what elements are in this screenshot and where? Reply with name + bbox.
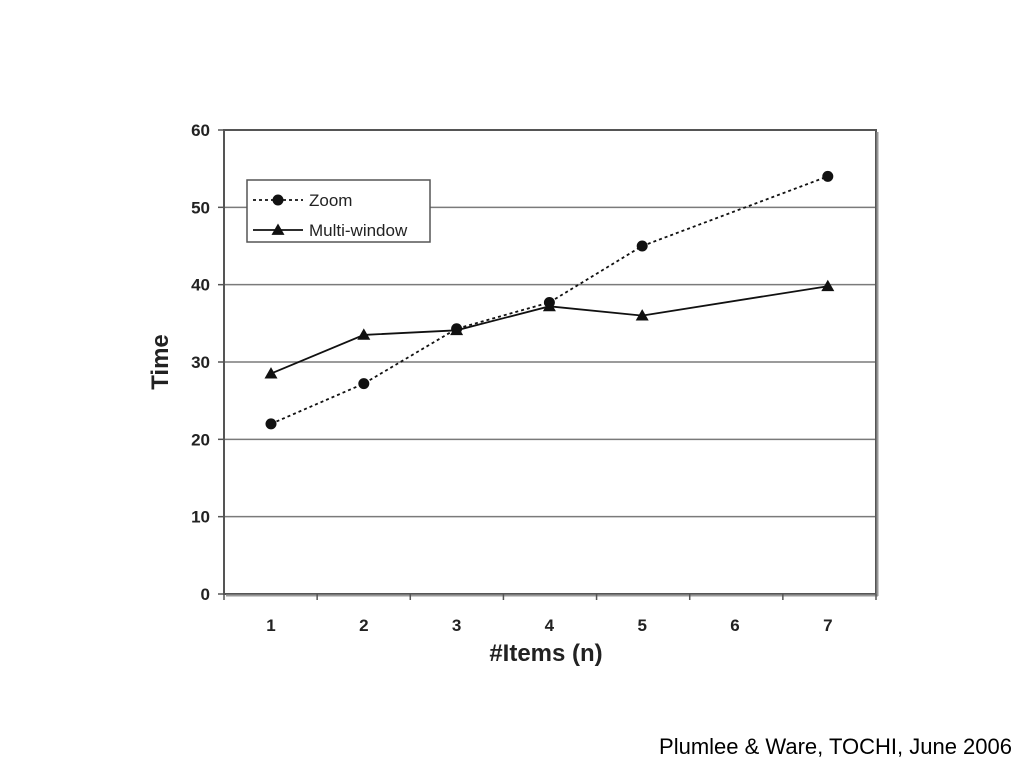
x-tick-label: 5 (637, 616, 646, 635)
legend-marker-zoom (272, 194, 284, 206)
legend-label-multi-window: Multi-window (309, 221, 408, 240)
y-axis-title: Time (147, 334, 174, 390)
data-point-multi-window (450, 323, 464, 336)
x-tick-label: 1 (266, 616, 275, 635)
legend: Zoom Multi-window (246, 179, 431, 243)
y-tick-label: 0 (201, 585, 210, 604)
series-multi-window (264, 279, 835, 379)
y-tick-label: 40 (191, 276, 210, 295)
series-line-zoom (270, 175, 829, 425)
x-tick-label: 3 (452, 616, 461, 635)
x-axis-title: #Items (n) (489, 640, 602, 667)
legend-label-zoom: Zoom (309, 191, 352, 210)
y-tick-label: 50 (191, 198, 210, 217)
x-tick-label: 2 (359, 616, 368, 635)
data-point-zoom (822, 170, 834, 182)
y-tick-label: 30 (191, 353, 210, 372)
x-tick-label: 7 (823, 616, 832, 635)
y-tick-label: 10 (191, 508, 210, 527)
data-point-multi-window (542, 299, 556, 312)
legend-marker-multi-window (271, 223, 285, 235)
x-tick-label: 4 (545, 616, 555, 635)
y-tick-label: 20 (191, 430, 210, 449)
series-line-multi-window (270, 285, 828, 375)
data-point-multi-window (264, 367, 278, 379)
data-point-multi-window (357, 328, 371, 340)
citation: Plumlee & Ware, TOCHI, June 2006 (659, 734, 1012, 759)
data-point-multi-window (821, 279, 835, 292)
data-point-zoom (358, 378, 370, 390)
x-tick-label: 6 (730, 616, 739, 635)
axis-ticks: 0 10 20 30 40 50 60 1 2 3 4 5 6 7 (191, 121, 877, 635)
data-point-multi-window (635, 309, 649, 321)
series-layer (264, 170, 835, 430)
grid-lines (224, 206, 876, 518)
y-tick-label: 60 (191, 121, 210, 140)
data-point-zoom (636, 240, 648, 252)
data-point-zoom (265, 418, 277, 430)
